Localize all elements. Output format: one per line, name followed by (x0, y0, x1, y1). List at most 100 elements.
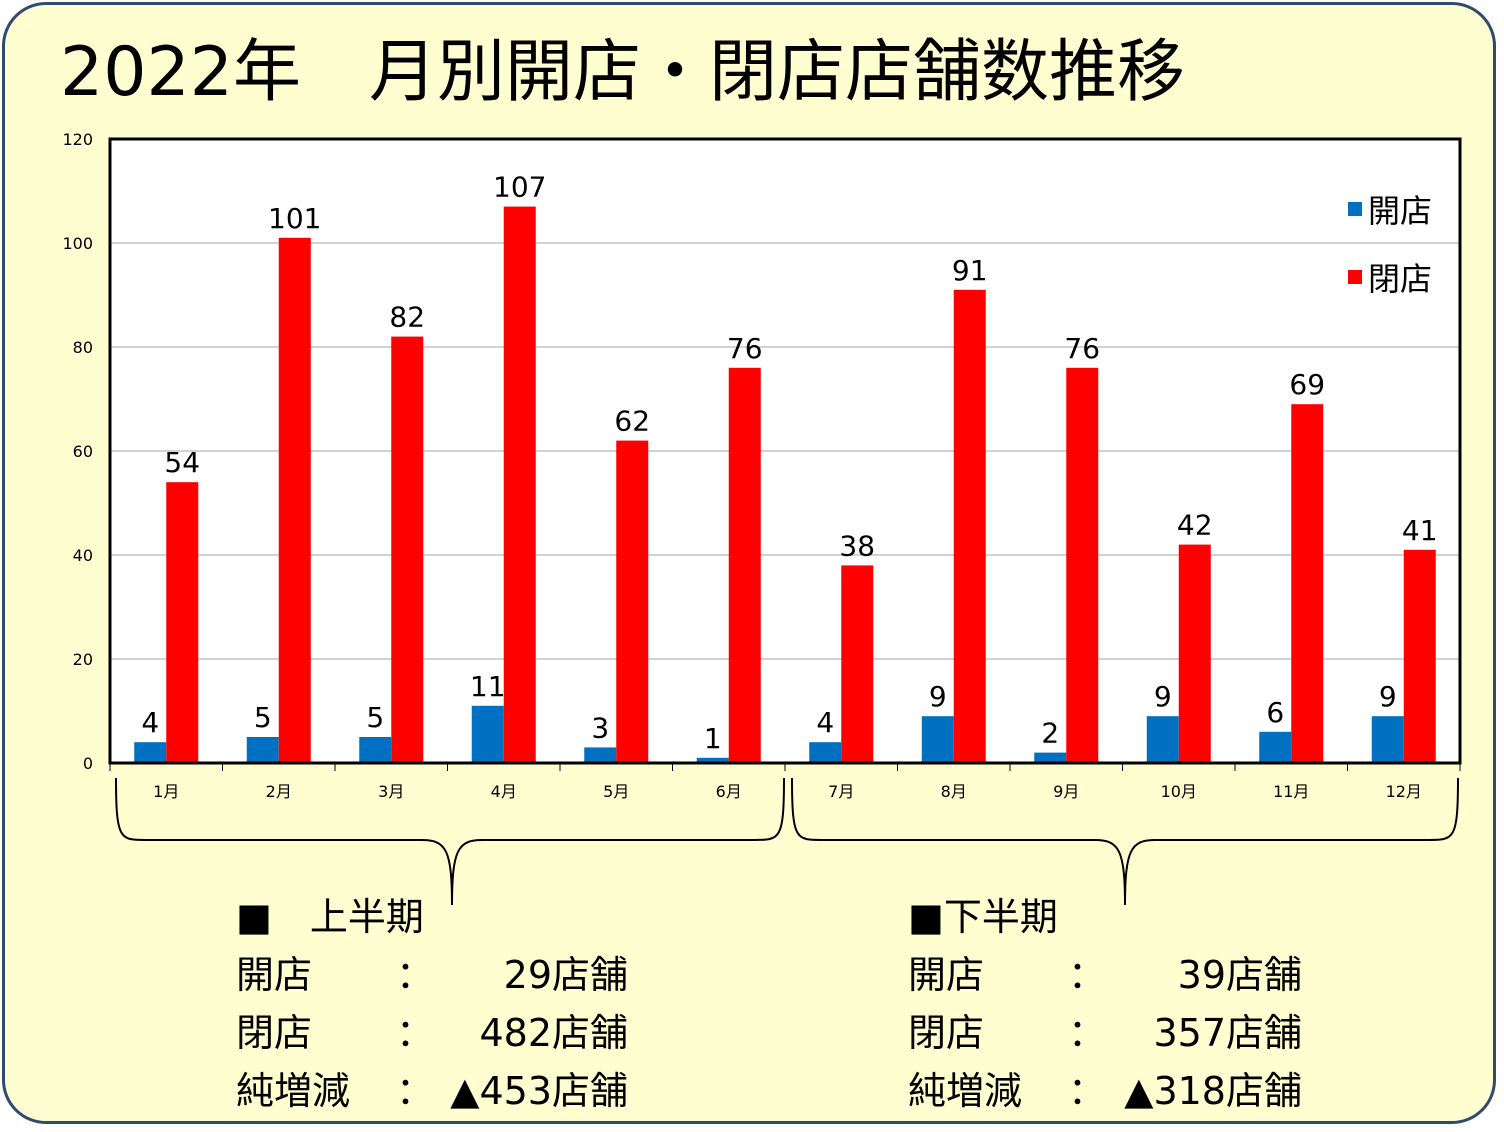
summary-row-close: 閉店 ： 357店舗 (908, 1004, 1302, 1062)
x-tick-label: 9月 (1053, 782, 1079, 801)
bar-open (696, 757, 729, 763)
data-label: 11 (470, 670, 506, 703)
x-tick-label: 10月 (1161, 782, 1197, 801)
data-label: 6 (1266, 696, 1284, 729)
data-label: 91 (952, 254, 988, 287)
data-label: 38 (839, 529, 875, 562)
bar-open (584, 747, 617, 763)
summary-value: 39店舗 (1177, 953, 1302, 997)
x-tick-label: 6月 (716, 782, 742, 801)
bar-close (391, 336, 424, 763)
y-tick-label: 60 (73, 442, 93, 461)
y-tick-label: 120 (62, 130, 93, 149)
data-label: 69 (1289, 368, 1325, 401)
data-label: 5 (254, 701, 272, 734)
summary-label: 開店 (236, 953, 313, 997)
summary-value: 29店舗 (503, 953, 628, 997)
y-tick-label: 100 (62, 234, 93, 253)
legend-label: 開店 (1368, 192, 1432, 230)
x-tick-label: 4月 (491, 782, 517, 801)
x-tick-label: 12月 (1386, 782, 1422, 801)
summary-label: 開店 (908, 953, 985, 997)
bar-open (1371, 716, 1404, 763)
summary-row-net: 純増減 ： ▲318店舗 (908, 1062, 1302, 1120)
data-label: 1 (704, 722, 722, 755)
chart-title: 2022年 月別開店・閉店店舗数推移 (60, 33, 1186, 112)
plot-border (108, 137, 1462, 765)
data-label: 76 (1064, 332, 1100, 365)
summary-label: 閉店 (236, 1011, 313, 1055)
bar-open (359, 737, 392, 763)
x-tick-label: 5月 (603, 782, 629, 801)
summary-heading: ■ 上半期 (236, 895, 424, 939)
data-label: 54 (164, 446, 200, 479)
summary-value: 357店舗 (1153, 1011, 1302, 1055)
bar-close (278, 237, 311, 764)
bar-open (1034, 752, 1067, 763)
bar-open (921, 716, 954, 763)
legend-swatch (1348, 270, 1362, 284)
x-tick-label: 11月 (1273, 782, 1309, 801)
summary-row-close: 閉店 ： 482店舗 (236, 1004, 628, 1062)
summary-label: 純増減 (236, 1069, 351, 1113)
data-label: 4 (141, 706, 159, 739)
data-label: 101 (268, 202, 321, 235)
x-tick-label: 7月 (828, 782, 854, 801)
summary-colon: ： (396, 1069, 435, 1113)
bar-open (1146, 716, 1179, 763)
summary-heading: ■下半期 (908, 895, 1058, 939)
summary-colon: ： (396, 1011, 435, 1055)
data-label: 62 (614, 405, 650, 438)
x-tick-label: 3月 (378, 782, 404, 801)
summary-value: 482店舗 (479, 1011, 628, 1055)
summary-colon: ： (1068, 953, 1107, 997)
y-tick-label: 40 (73, 546, 93, 565)
summary-colon: ： (1068, 1069, 1107, 1113)
data-label: 107 (493, 171, 546, 204)
summary-first-half: ■ 上半期 開店 ： 29店舗 閉店 ： 482店舗 純増減 ： ▲453店舗 (236, 888, 628, 1120)
summary-label: 純増減 (908, 1069, 1023, 1113)
data-label: 5 (366, 701, 384, 734)
data-label: 9 (1154, 680, 1172, 713)
summary-row-open: 開店 ： 39店舗 (908, 946, 1302, 1004)
data-label: 3 (591, 711, 609, 744)
brace-first-half (115, 777, 785, 906)
summary-colon: ： (1068, 1011, 1107, 1055)
data-label: 82 (389, 301, 425, 334)
summary-value: ▲318店舗 (1124, 1069, 1302, 1113)
bar-open (471, 705, 504, 763)
data-label: 42 (1177, 509, 1213, 542)
data-label: 9 (1379, 680, 1397, 713)
summary-value: ▲453店舗 (450, 1069, 628, 1113)
summary-row-open: 開店 ： 29店舗 (236, 946, 628, 1004)
bar-open (134, 742, 167, 763)
data-label: 9 (929, 680, 947, 713)
bar-close (841, 565, 874, 763)
bar-close (728, 367, 761, 763)
bar-close (616, 440, 649, 763)
summary-colon: ： (396, 953, 435, 997)
bar-close (1178, 544, 1211, 763)
brace-second-half (791, 777, 1459, 906)
y-tick-label: 0 (83, 754, 93, 773)
summary-label: 閉店 (908, 1011, 985, 1055)
data-label: 4 (816, 706, 834, 739)
bar-close (166, 482, 199, 763)
bar-close (953, 289, 986, 763)
bar-close (1403, 549, 1436, 763)
bar-open (809, 742, 842, 763)
legend-swatch (1348, 202, 1362, 216)
bar-close (1066, 367, 1099, 763)
bar-close (1291, 404, 1324, 763)
y-tick-label: 20 (73, 650, 93, 669)
summary-second-half: ■下半期 開店 ： 39店舗 閉店 ： 357店舗 純増減 ： ▲318店舗 (908, 888, 1302, 1120)
x-tick-label: 8月 (941, 782, 967, 801)
bar-open (246, 737, 279, 763)
y-tick-label: 80 (73, 338, 93, 357)
summary-row-net: 純増減 ： ▲453店舗 (236, 1062, 628, 1120)
data-label: 2 (1041, 717, 1059, 750)
bar-close (503, 206, 536, 764)
x-tick-label: 1月 (153, 782, 179, 801)
legend-label: 閉店 (1368, 260, 1432, 298)
